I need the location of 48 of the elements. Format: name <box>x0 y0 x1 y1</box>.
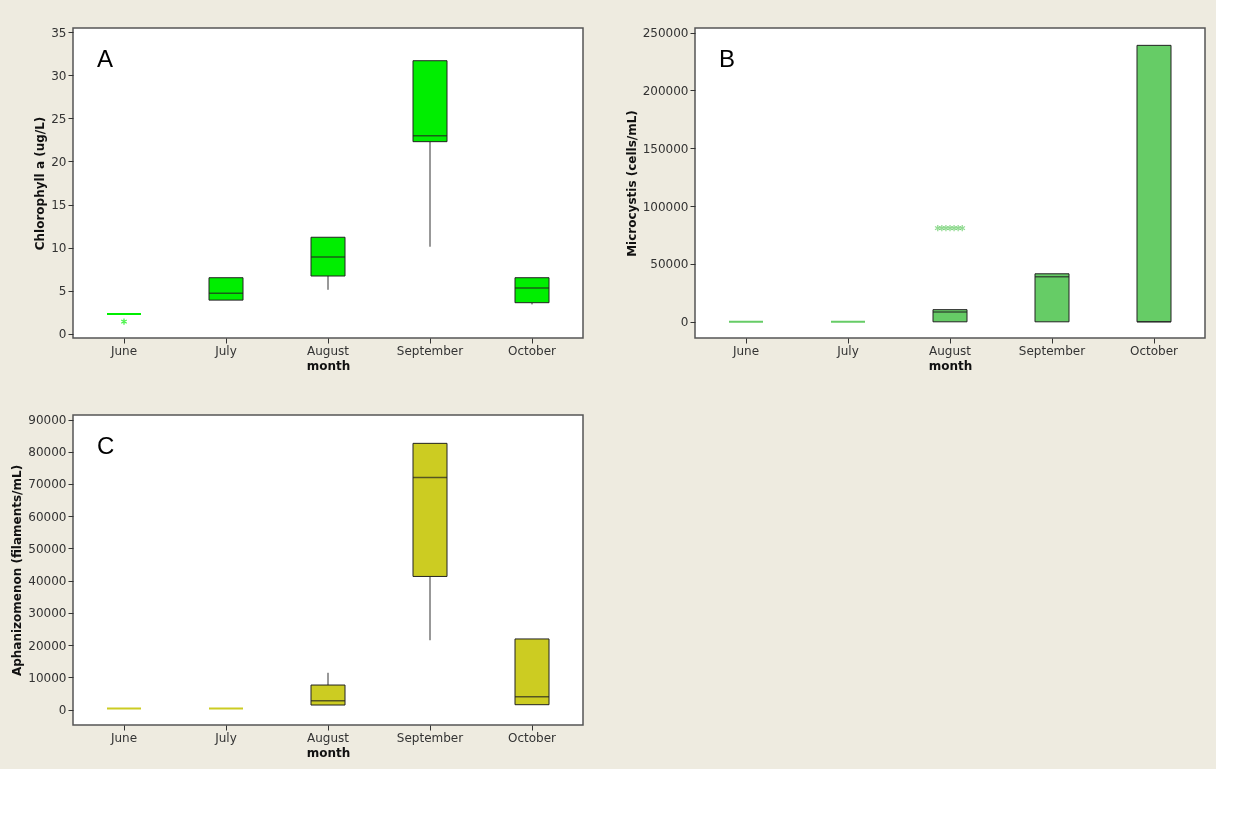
y-axis-title: Aphanizomenon (filaments/mL) <box>10 464 25 677</box>
x-tick-label: July <box>836 343 859 358</box>
annotation: C <box>97 432 115 459</box>
y-axis-title: Chlorophyll a (ug/L) <box>33 116 48 251</box>
x-tick-label: October <box>1129 343 1179 358</box>
y-tick-label: 20000 <box>28 638 67 653</box>
y-tick-label: 100000 <box>642 199 689 214</box>
y-tick-label: 80000 <box>28 445 67 460</box>
y-tick-label: 0 <box>58 703 67 718</box>
y-tick-label: 200000 <box>642 83 689 98</box>
x-tick-label: October <box>507 343 557 358</box>
y-tick-label: 5 <box>58 284 67 299</box>
y-tick-label: 0 <box>58 327 67 342</box>
x-tick-label: August <box>929 343 972 358</box>
x-tick-label: July <box>214 730 237 745</box>
x-tick-label: October <box>507 730 557 745</box>
y-tick-label: 90000 <box>28 413 67 428</box>
y-tick-label: 70000 <box>28 477 67 492</box>
y-axis-title: Microcystis (cells/mL) <box>624 110 639 257</box>
x-tick-label: July <box>214 343 237 358</box>
y-tick-label: 20 <box>51 154 67 169</box>
y-tick-label: 0 <box>680 315 689 330</box>
y-tick-label: 40000 <box>28 574 67 589</box>
x-tick-label: June <box>109 730 138 745</box>
y-tick-label: 35 <box>51 25 67 40</box>
x-tick-label: June <box>731 343 760 358</box>
x-tick-label: September <box>396 730 464 745</box>
x-axis-title: month <box>928 358 973 373</box>
y-tick-label: 50000 <box>650 257 689 272</box>
y-tick-label: 30000 <box>28 606 67 621</box>
annotation: A <box>97 45 114 72</box>
x-tick-label: September <box>1018 343 1086 358</box>
y-tick-label: 50000 <box>28 541 67 556</box>
y-tick-label: 10 <box>51 241 67 256</box>
y-tick-label: 60000 <box>28 509 67 524</box>
x-tick-label: August <box>307 343 350 358</box>
x-axis-title: month <box>306 358 351 373</box>
x-axis-title: month <box>306 745 351 760</box>
x-tick-label: September <box>396 343 464 358</box>
y-tick-label: 30 <box>51 68 67 83</box>
y-tick-label: 10000 <box>28 670 67 685</box>
x-tick-label: June <box>109 343 138 358</box>
annotation: B <box>719 45 736 72</box>
y-tick-label: 15 <box>51 198 67 213</box>
x-tick-label: August <box>307 730 350 745</box>
y-tick-label: 25 <box>51 111 67 126</box>
y-tick-label: 250000 <box>642 26 689 41</box>
y-tick-label: 150000 <box>642 141 689 156</box>
